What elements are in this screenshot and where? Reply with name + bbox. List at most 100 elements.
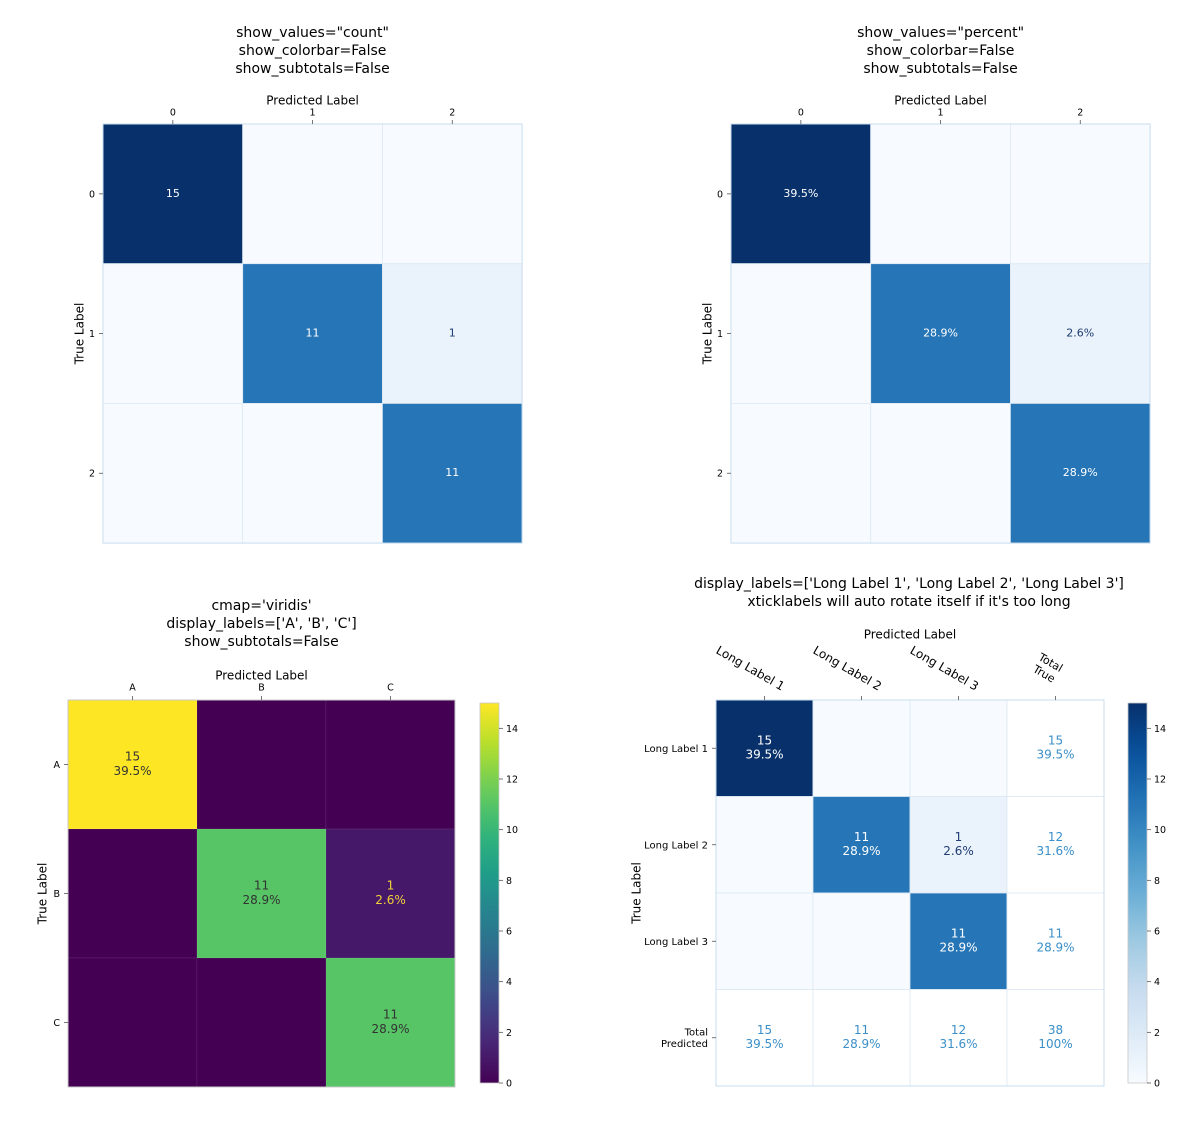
data-label: 11 28.9%	[242, 879, 280, 907]
heatmap-cell	[909, 699, 1008, 797]
colorbar-bar	[479, 702, 500, 1084]
heatmap-cell	[812, 796, 911, 894]
heatmap-cell	[196, 828, 327, 959]
colorbar-tick-label: 4	[506, 977, 512, 988]
plot-frame	[715, 699, 1105, 1087]
data-label: 11 28.9%	[842, 830, 880, 858]
data-label: 11 28.9%	[371, 1008, 409, 1036]
x-tick-label: Long Label 2	[811, 643, 884, 693]
x-tick-label: 0	[170, 107, 176, 118]
y-tick-label: Total Predicted	[661, 1028, 708, 1051]
colorbar-tick-label: 0	[506, 1078, 512, 1089]
y-tick-label: 1	[89, 329, 95, 340]
column-total-label: 11 28.9%	[842, 1023, 880, 1051]
heatmap-cell	[242, 123, 383, 265]
x-axis-label: Predicted Label	[894, 93, 987, 107]
x-tick-label: C	[387, 682, 394, 693]
y-tick-label: 2	[717, 469, 723, 480]
heatmap-cell	[1006, 796, 1105, 894]
colorbar-tick-label: 0	[1154, 1078, 1160, 1089]
y-tick-label: Long Label 2	[644, 840, 708, 851]
heatmap-cell	[242, 263, 383, 404]
data-label: 11 28.9%	[939, 926, 977, 954]
colorbar-tick-label: 10	[506, 825, 518, 836]
colorbar-bar	[1127, 702, 1148, 1084]
grand-total-label: 38 100%	[1038, 1023, 1072, 1051]
heatmap-cell	[67, 828, 198, 959]
y-axis-label: True Label	[35, 863, 49, 926]
heatmap-cell	[196, 957, 327, 1088]
heatmap-cell	[730, 263, 872, 404]
heatmap-cell	[1006, 892, 1105, 990]
heatmap-cell	[909, 989, 1008, 1087]
heatmap-cells	[67, 699, 456, 1088]
heatmap-cell	[870, 263, 1011, 404]
confusion-matrix-4: display_labels=['Long Label 1', 'Long La…	[629, 576, 1166, 1089]
heatmap-cell	[812, 892, 911, 990]
colorbar: 0 2 4 6 8 10 12 14	[1127, 702, 1166, 1089]
y-tick-label: Long Label 1	[644, 744, 708, 755]
heatmap-cell	[1010, 263, 1151, 404]
x-tick-label: 2	[1077, 107, 1083, 118]
heatmap-cell	[325, 957, 456, 1088]
heatmap-cell	[102, 123, 244, 265]
heatmap-cell	[381, 123, 523, 265]
colorbar-tick-label: 2	[1154, 1028, 1160, 1039]
x-axis-label: Predicted Label	[864, 627, 957, 641]
data-label: 28.9%	[1063, 466, 1098, 479]
y-axis-label: True Label	[700, 303, 714, 366]
row-total-label: 11 28.9%	[1036, 926, 1074, 954]
colorbar-tick-label: 14	[506, 724, 518, 735]
chart-title-line: show_subtotals=False	[184, 634, 338, 650]
heatmap-cell	[715, 892, 814, 990]
heatmap-cell	[715, 796, 814, 894]
confusion-matrix-1: show_values="count" show_colorbar=Falsesh…	[72, 25, 523, 544]
y-tick-label: 1	[717, 329, 723, 340]
data-label: 39.5%	[783, 187, 818, 200]
heatmap-cell	[909, 796, 1008, 894]
heatmap-cell	[196, 699, 327, 830]
chart-title-line: xticklabels will auto rotate itself if i…	[747, 594, 1070, 610]
heatmap-cell	[812, 699, 911, 797]
confusion-matrix-2: show_values="percent" show_colorbar=False…	[700, 25, 1151, 544]
heatmap-cell	[67, 957, 198, 1088]
colorbar-tick-label: 6	[1154, 926, 1160, 937]
y-axis-label: True Label	[629, 862, 643, 925]
colorbar-tick-label: 12	[506, 774, 518, 785]
heatmap-cell	[67, 699, 198, 830]
colorbar-tick-label: 12	[1154, 774, 1166, 785]
x-tick-label: 2	[449, 107, 455, 118]
data-label: 11	[445, 466, 459, 479]
y-tick-label: C	[53, 1018, 60, 1029]
heatmap-cell	[1006, 989, 1105, 1087]
heatmap-cell	[715, 989, 814, 1087]
column-total-label: 15 39.5%	[745, 1023, 783, 1051]
chart-title-line: show_values="percent"	[857, 25, 1024, 41]
x-tick-label: TotalTrue	[1029, 650, 1065, 686]
heatmap-cell	[730, 402, 872, 544]
chart-title-line: show_colorbar=False	[239, 43, 387, 59]
data-label: 11	[306, 327, 320, 340]
chart-title-line: show_colorbar=False	[867, 43, 1015, 59]
heatmap-cell	[909, 892, 1008, 990]
data-label: 2.6%	[1066, 327, 1094, 340]
y-tick-label: B	[53, 889, 60, 900]
heatmap-cell	[1010, 402, 1151, 544]
x-axis-label: Predicted Label	[266, 93, 359, 107]
colorbar-tick-label: 10	[1154, 825, 1166, 836]
chart-title-line: cmap='viridis'	[211, 598, 311, 614]
data-label: 1 2.6%	[943, 830, 974, 858]
data-label: 28.9%	[923, 327, 958, 340]
heatmap-cells	[715, 699, 1105, 1087]
chart-title-line: show_subtotals=False	[863, 61, 1017, 77]
x-tick-label: A	[129, 682, 136, 693]
x-axis-label: Predicted Label	[215, 668, 308, 682]
x-tick-label: 0	[798, 107, 804, 118]
data-label: 1	[449, 327, 456, 340]
row-total-label: 15 39.5%	[1036, 733, 1074, 761]
heatmap-cell	[870, 123, 1011, 265]
colorbar-tick-label: 4	[1154, 977, 1160, 988]
column-total-label: 12 31.6%	[939, 1023, 977, 1051]
chart-title-line: show_values="count"	[236, 25, 389, 41]
